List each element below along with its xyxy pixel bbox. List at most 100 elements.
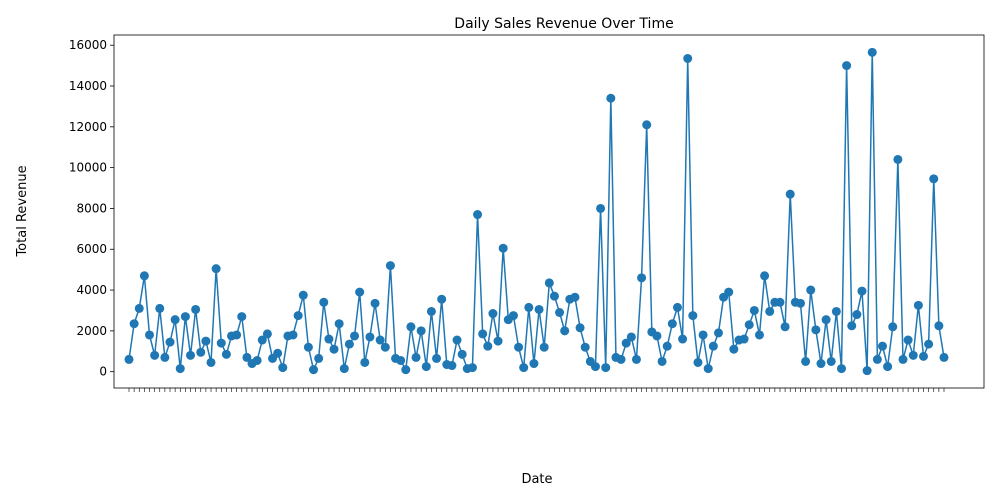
data-point	[898, 354, 908, 364]
data-point	[847, 321, 857, 331]
data-point	[160, 352, 170, 362]
data-point	[688, 311, 698, 321]
data-point	[329, 344, 339, 354]
data-point	[698, 330, 708, 340]
data-point	[288, 330, 298, 340]
data-point	[862, 366, 872, 376]
data-point	[324, 334, 334, 344]
data-point	[232, 330, 242, 340]
data-point	[529, 359, 539, 369]
data-point	[524, 302, 534, 312]
data-point	[129, 319, 139, 329]
data-point	[293, 311, 303, 321]
y-tick-label: 2000	[76, 324, 107, 338]
data-point	[514, 342, 524, 352]
data-point	[314, 353, 324, 363]
data-point	[201, 336, 211, 346]
data-point	[447, 361, 457, 371]
data-point	[170, 315, 180, 325]
data-point	[826, 356, 836, 366]
data-point	[652, 331, 662, 341]
plot-frame	[113, 34, 985, 389]
data-point	[795, 298, 805, 308]
data-point	[273, 348, 283, 358]
data-point	[852, 310, 862, 320]
data-point	[672, 302, 682, 312]
data-point	[206, 357, 216, 367]
data-point	[150, 350, 160, 360]
data-point	[139, 271, 149, 281]
data-point	[877, 341, 887, 351]
data-point	[760, 271, 770, 281]
data-point	[242, 352, 252, 362]
data-point	[191, 304, 201, 314]
y-axis-label: Total Revenue	[15, 165, 30, 257]
data-point	[708, 341, 718, 351]
y-tick-label: 16000	[69, 38, 107, 52]
series-markers	[124, 47, 949, 376]
x-axis-label: Date	[521, 472, 552, 487]
data-point	[729, 344, 739, 354]
data-point	[319, 297, 329, 307]
data-point	[498, 243, 508, 253]
data-point	[831, 306, 841, 316]
data-point	[596, 203, 606, 213]
data-point	[888, 322, 898, 332]
data-point	[775, 297, 785, 307]
data-point	[216, 338, 226, 348]
data-point	[590, 362, 600, 372]
data-point	[744, 320, 754, 330]
data-point	[534, 304, 544, 314]
data-point	[555, 308, 565, 318]
data-point	[452, 335, 462, 345]
data-point	[637, 273, 647, 283]
data-point	[478, 329, 488, 339]
data-point	[836, 364, 846, 374]
y-tick-label: 12000	[69, 120, 107, 134]
data-point	[237, 312, 247, 322]
data-point	[934, 321, 944, 331]
data-point	[380, 342, 390, 352]
data-point	[765, 306, 775, 316]
data-point	[483, 341, 493, 351]
data-point	[457, 349, 467, 359]
data-point	[801, 356, 811, 366]
data-point	[375, 335, 385, 345]
data-point	[134, 303, 144, 313]
y-tick-label: 14000	[69, 79, 107, 93]
data-point	[713, 328, 723, 338]
data-point	[278, 363, 288, 373]
data-point	[303, 342, 313, 352]
data-point	[893, 154, 903, 164]
data-point	[816, 359, 826, 369]
data-point	[196, 347, 206, 357]
data-point	[924, 339, 934, 349]
data-point	[683, 53, 693, 63]
y-tick-label: 10000	[69, 161, 107, 175]
data-point	[570, 292, 580, 302]
y-tick-label: 6000	[76, 242, 107, 256]
data-point	[473, 210, 483, 220]
data-point	[180, 312, 190, 322]
data-point	[929, 174, 939, 184]
data-point	[662, 341, 672, 351]
data-point	[411, 352, 421, 362]
data-point	[939, 352, 949, 362]
data-point	[426, 306, 436, 316]
data-point	[396, 355, 406, 365]
data-point	[806, 285, 816, 295]
data-point	[601, 363, 611, 373]
data-point	[155, 303, 165, 313]
data-point	[421, 362, 431, 372]
data-point	[145, 330, 155, 340]
y-axis: 0 2000 4000 6000 8000 10000 12000 14000 16000	[69, 38, 114, 379]
series-line	[128, 52, 945, 373]
data-point	[221, 349, 231, 359]
data-point	[365, 332, 375, 342]
x-axis	[128, 388, 945, 392]
data-point	[350, 331, 360, 341]
data-point	[339, 364, 349, 374]
data-point	[539, 342, 549, 352]
chart-title: Daily Sales Revenue Over Time	[454, 16, 673, 32]
